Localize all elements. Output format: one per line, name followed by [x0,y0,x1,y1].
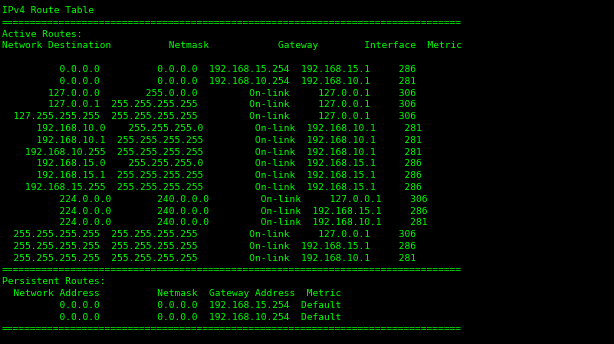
Text: 224.0.0.0        240.0.0.0         On-link  192.168.15.1     286: 224.0.0.0 240.0.0.0 On-link 192.168.15.1… [2,207,427,216]
Text: 255.255.255.255  255.255.255.255         On-link  192.168.10.1     281: 255.255.255.255 255.255.255.255 On-link … [2,254,416,263]
Text: Active Routes:: Active Routes: [2,30,82,39]
Text: 0.0.0.0          0.0.0.0  192.168.15.254  Default: 0.0.0.0 0.0.0.0 192.168.15.254 Default [2,301,341,310]
Text: Network Destination          Netmask            Gateway        Interface  Metric: Network Destination Netmask Gateway Inte… [2,41,462,51]
Text: 127.0.0.0        255.0.0.0         On-link     127.0.0.1     306: 127.0.0.0 255.0.0.0 On-link 127.0.0.1 30… [2,89,416,98]
Text: 224.0.0.0        240.0.0.0         On-link     127.0.0.1     306: 224.0.0.0 240.0.0.0 On-link 127.0.0.1 30… [2,195,427,204]
Text: 192.168.15.1  255.255.255.255         On-link  192.168.15.1     286: 192.168.15.1 255.255.255.255 On-link 192… [2,171,422,180]
Text: ================================================================================: ========================================… [2,18,462,27]
Text: 192.168.15.0    255.255.255.0         On-link  192.168.15.1     286: 192.168.15.0 255.255.255.0 On-link 192.1… [2,159,422,169]
Text: ================================================================================: ========================================… [2,266,462,275]
Text: 255.255.255.255  255.255.255.255         On-link  192.168.15.1     286: 255.255.255.255 255.255.255.255 On-link … [2,242,416,251]
Text: 0.0.0.0          0.0.0.0  192.168.10.254  192.168.10.1     281: 0.0.0.0 0.0.0.0 192.168.10.254 192.168.1… [2,77,416,86]
Text: 0.0.0.0          0.0.0.0  192.168.10.254  Default: 0.0.0.0 0.0.0.0 192.168.10.254 Default [2,313,341,322]
Text: Persistent Routes:: Persistent Routes: [2,277,106,287]
Text: Network Address          Netmask  Gateway Address  Metric: Network Address Netmask Gateway Address … [2,289,341,298]
Text: 192.168.15.255  255.255.255.255         On-link  192.168.15.1     286: 192.168.15.255 255.255.255.255 On-link 1… [2,183,422,192]
Text: 0.0.0.0          0.0.0.0  192.168.15.254  192.168.15.1     286: 0.0.0.0 0.0.0.0 192.168.15.254 192.168.1… [2,65,416,74]
Text: 255.255.255.255  255.255.255.255         On-link     127.0.0.1     306: 255.255.255.255 255.255.255.255 On-link … [2,230,416,239]
Text: 192.168.10.0    255.255.255.0         On-link  192.168.10.1     281: 192.168.10.0 255.255.255.0 On-link 192.1… [2,124,422,133]
Text: 192.168.10.1  255.255.255.255         On-link  192.168.10.1     281: 192.168.10.1 255.255.255.255 On-link 192… [2,136,422,145]
Text: 127.0.0.1  255.255.255.255         On-link     127.0.0.1     306: 127.0.0.1 255.255.255.255 On-link 127.0.… [2,100,416,109]
Text: 192.168.10.255  255.255.255.255         On-link  192.168.10.1     281: 192.168.10.255 255.255.255.255 On-link 1… [2,148,422,157]
Text: ================================================================================: ========================================… [2,325,462,334]
Text: IPv4 Route Table: IPv4 Route Table [2,6,94,15]
Text: 127.255.255.255  255.255.255.255         On-link     127.0.0.1     306: 127.255.255.255 255.255.255.255 On-link … [2,112,416,121]
Text: 224.0.0.0        240.0.0.0         On-link  192.168.10.1     281: 224.0.0.0 240.0.0.0 On-link 192.168.10.1… [2,218,427,227]
